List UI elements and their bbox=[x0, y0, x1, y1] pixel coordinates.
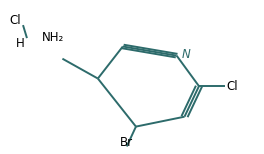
Text: N: N bbox=[182, 48, 191, 61]
Text: NH₂: NH₂ bbox=[41, 31, 64, 44]
Text: H: H bbox=[16, 37, 25, 50]
Text: Cl: Cl bbox=[227, 80, 238, 93]
Text: Cl: Cl bbox=[9, 14, 21, 27]
Text: Br: Br bbox=[120, 136, 133, 150]
